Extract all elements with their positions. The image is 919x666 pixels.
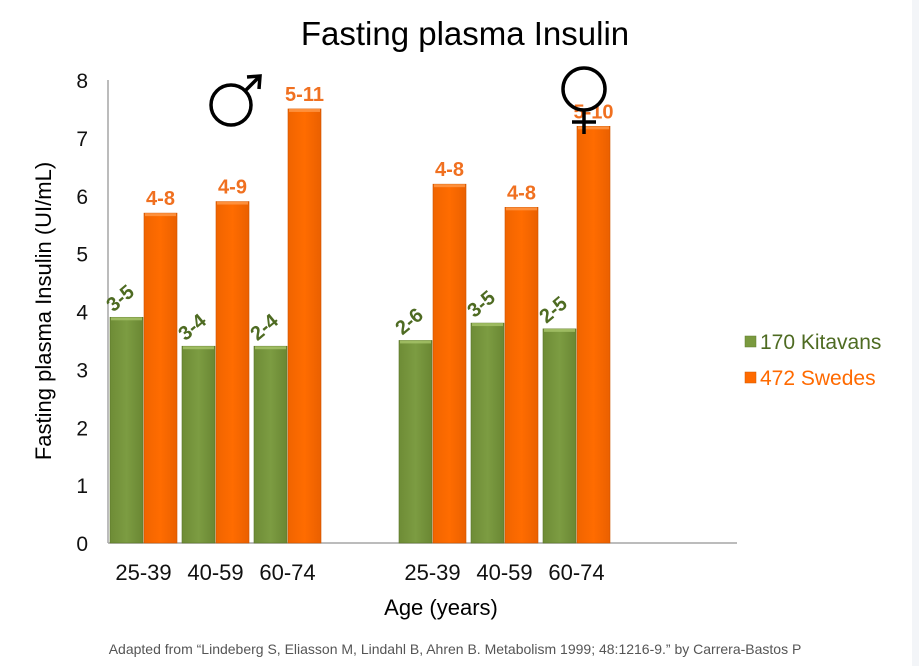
bar-highlight — [145, 213, 176, 217]
female-symbol-icon — [561, 66, 607, 134]
data-label-kitavans: 3-4 — [175, 309, 212, 345]
bar-highlight — [111, 317, 142, 321]
bar-swedes — [143, 212, 178, 544]
bar-highlight — [472, 323, 503, 327]
data-label-swedes: 4-8 — [146, 188, 175, 210]
x-tick-label: 60-74 — [259, 560, 315, 585]
bar-kitavans — [253, 345, 288, 544]
bar-kitavans — [109, 316, 144, 544]
bar-kitavans — [181, 345, 216, 544]
x-tick-label: 25-39 — [115, 560, 171, 585]
bar-highlight — [183, 346, 214, 350]
male-symbol-icon — [209, 74, 262, 127]
legend-item-swedes: 472 Swedes — [744, 367, 876, 390]
data-label-swedes: 4-8 — [507, 182, 536, 204]
bar-kitavans — [398, 340, 433, 544]
data-label-swedes: 4-9 — [218, 177, 247, 199]
bar-swedes — [215, 201, 250, 544]
data-label-swedes: 5-10 — [573, 101, 613, 123]
right-edge-strip — [912, 0, 919, 666]
bar-highlight — [289, 108, 320, 112]
data-label-swedes: 4-8 — [435, 159, 464, 181]
bar-kitavans — [542, 328, 577, 544]
x-tick-label: 40-59 — [476, 560, 532, 585]
bar-swedes — [432, 183, 467, 544]
data-label-swedes: 5-11 — [285, 84, 324, 106]
bar-highlight — [255, 346, 286, 350]
data-label-kitavans: 2-6 — [392, 304, 428, 339]
x-ticks: 25-39 40-59 60-74 25-39 40-59 60-74 — [115, 560, 604, 585]
y-tick-label: 5 — [76, 244, 88, 267]
legend-item-kitavans: 170 Kitavans — [744, 331, 881, 354]
bar-swedes — [576, 126, 611, 544]
data-label-kitavans: 3-5 — [464, 287, 500, 322]
y-axis-label: Fasting plasma Insulin (UI/mL) — [31, 162, 56, 460]
x-tick-label: 25-39 — [404, 560, 460, 585]
legend-swatch-kitavans — [744, 335, 757, 348]
y-tick-label: 3 — [76, 359, 88, 382]
y-tick-label: 1 — [76, 475, 88, 498]
bar-highlight — [400, 340, 431, 344]
data-label-kitavans: 2-4 — [247, 309, 284, 345]
x-tick-label: 40-59 — [187, 560, 243, 585]
legend-label-swedes: 472 Swedes — [760, 367, 876, 390]
bar-highlight — [506, 207, 537, 211]
bar-highlight — [578, 126, 609, 130]
bar-kitavans — [470, 322, 505, 544]
y-tick-label: 0 — [76, 533, 88, 556]
y-tick-label: 8 — [76, 70, 88, 93]
x-tick-label: 60-74 — [548, 560, 604, 585]
legend-swatch-swedes — [744, 371, 757, 384]
bar-highlight — [544, 328, 575, 332]
source-note: Adapted from “Lindeberg S, Eliasson M, L… — [109, 641, 802, 657]
y-ticks: 0 1 2 3 4 5 6 7 8 — [76, 70, 88, 556]
y-tick-label: 4 — [76, 302, 88, 325]
bar-swedes — [504, 207, 539, 544]
bar-highlight — [434, 184, 465, 188]
legend: 170 Kitavans 472 Swedes — [744, 331, 881, 390]
legend-label-kitavans: 170 Kitavans — [760, 331, 881, 354]
y-tick-label: 7 — [76, 128, 88, 151]
y-tick-label: 6 — [76, 186, 88, 209]
chart-title: Fasting plasma Insulin — [301, 15, 629, 52]
y-tick-label: 2 — [76, 417, 88, 440]
data-label-kitavans: 2-5 — [536, 293, 572, 328]
x-axis-label: Age (years) — [384, 595, 498, 620]
bars — [109, 108, 611, 544]
bar-highlight — [217, 201, 248, 205]
bar-swedes — [287, 108, 322, 544]
